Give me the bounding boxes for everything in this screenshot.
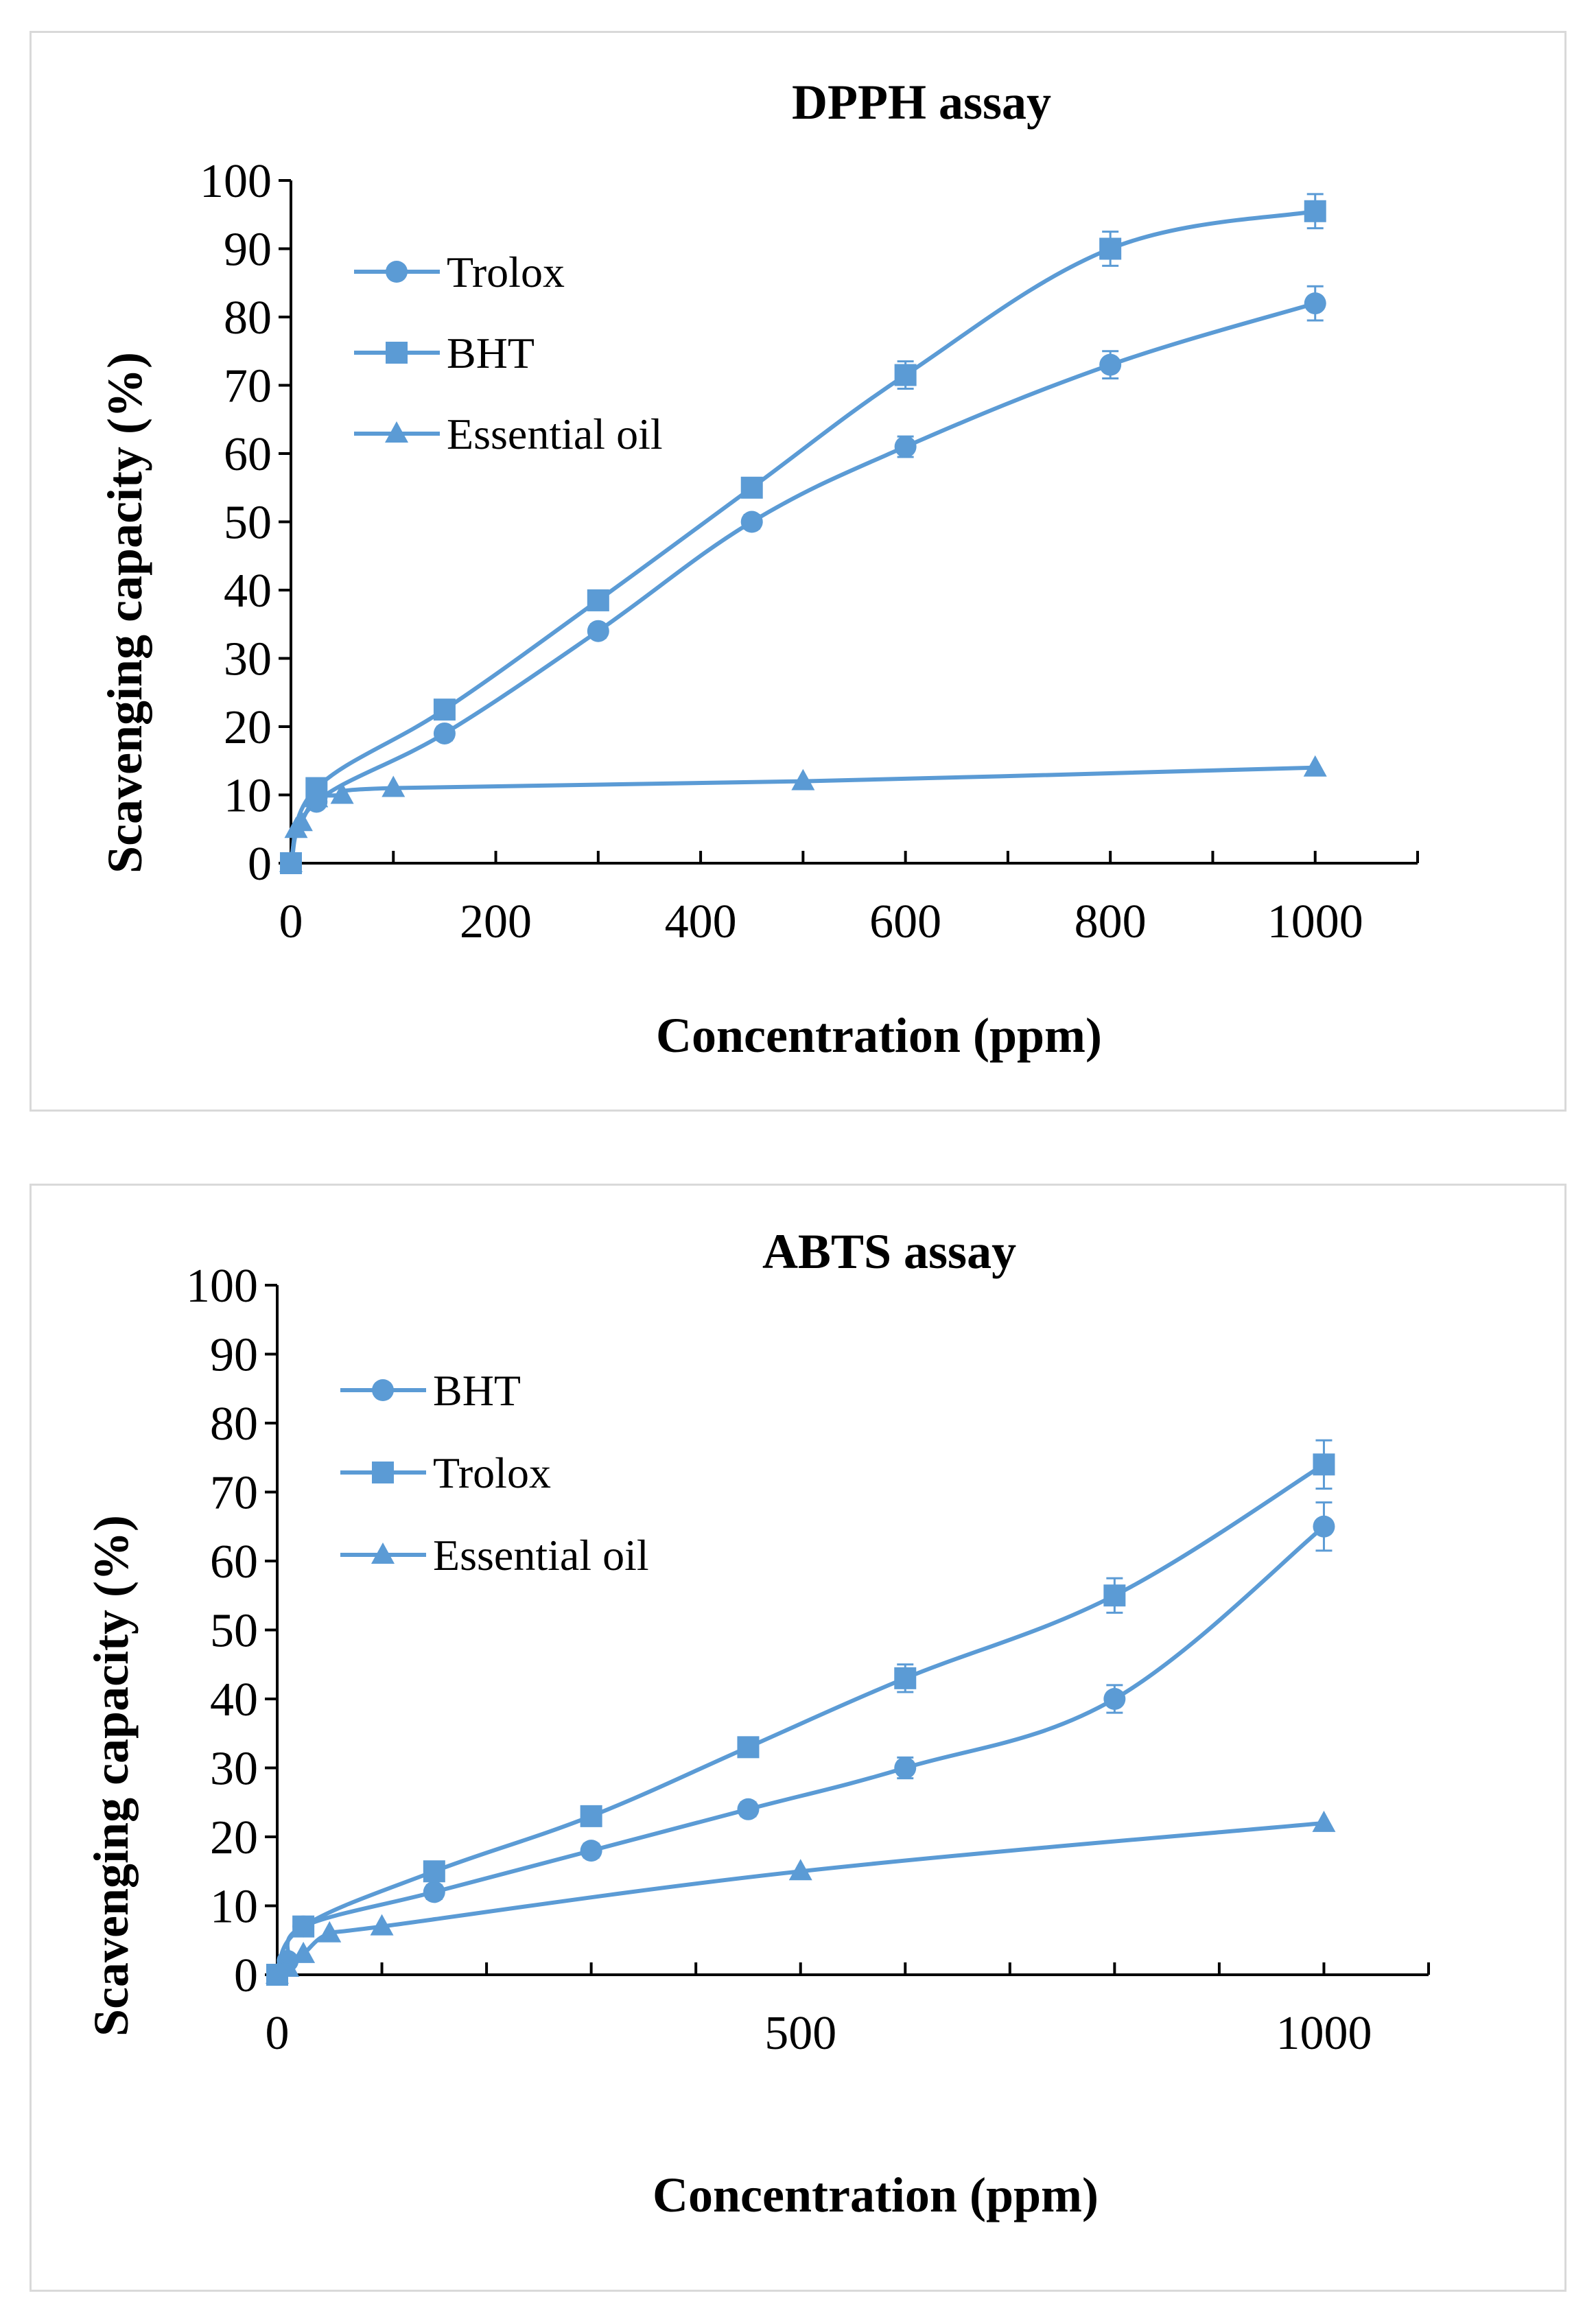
dpph-data-point [740, 476, 763, 499]
dpph-x-tick-label: 200 [460, 895, 532, 948]
abts-y-tick-label: 80 [210, 1398, 258, 1451]
abts-data-point [894, 1757, 917, 1779]
dpph-legend-label: BHT [447, 329, 535, 377]
dpph-legend-label: Essential oil [447, 410, 663, 458]
dpph-y-axis-title: Scavenging capacity (%) [97, 352, 152, 873]
abts-data-point [292, 1941, 316, 1963]
abts-legend-label: Trolox [433, 1448, 551, 1497]
dpph-data-point [433, 722, 456, 744]
abts-data-point [1103, 1688, 1126, 1710]
dpph-legend-marker [386, 342, 408, 364]
abts-data-point [1313, 1453, 1335, 1476]
abts-data-point [788, 1859, 812, 1881]
abts-y-tick-label: 30 [210, 1743, 258, 1796]
dpph-y-tick-label: 60 [224, 428, 272, 481]
abts-data-point [276, 1955, 300, 1977]
dpph-data-point [740, 511, 763, 533]
abts-y-tick-label: 20 [210, 1811, 258, 1864]
dpph-x-tick-label: 1000 [1267, 895, 1363, 948]
abts-chart: ABTS assay Scavenging capacity (%) Conce… [84, 1224, 1430, 2222]
dpph-series-line-1 [289, 209, 1316, 864]
dpph-y-tick-label: 50 [224, 497, 272, 550]
abts-x-axis-title: Concentration (ppm) [653, 2168, 1099, 2222]
dpph-data-point [1303, 755, 1327, 777]
abts-data-point [292, 1915, 315, 1938]
dpph-x-tick-label: 0 [279, 895, 303, 948]
dpph-data-point [382, 775, 406, 797]
abts-data-point [1312, 1810, 1336, 1832]
abts-x-tick-label: 500 [764, 2007, 836, 2060]
dpph-legend-marker [385, 421, 408, 443]
abts-data-point [580, 1840, 602, 1862]
dpph-data-point [587, 589, 609, 611]
abts-data-point [370, 1914, 394, 1936]
abts-legend-label: Essential oil [433, 1531, 649, 1580]
abts-data-point [737, 1798, 760, 1820]
dpph-data-point [330, 782, 354, 804]
abts-data-point [318, 1921, 342, 1943]
dpph-data-point [791, 768, 815, 790]
dpph-data-point [894, 364, 917, 386]
dpph-x-tick-label: 400 [665, 895, 737, 948]
abts-y-tick-label: 40 [210, 1674, 258, 1726]
abts-chart-panel: ABTS assay Scavenging capacity (%) Conce… [30, 1184, 1566, 2292]
abts-data-point [1313, 1515, 1335, 1538]
abts-data-point [423, 1860, 445, 1883]
dpph-data-point [289, 810, 313, 832]
abts-legend-marker [372, 1379, 394, 1401]
dpph-x-axis-title: Concentration (ppm) [656, 1008, 1102, 1063]
abts-legend-marker [371, 1542, 395, 1564]
abts-series-line-0 [275, 1525, 1326, 1976]
abts-data-point [580, 1805, 602, 1827]
abts-y-tick-label: 60 [210, 1536, 258, 1588]
dpph-y-tick-label: 30 [224, 633, 272, 686]
dpph-y-tick-label: 20 [224, 701, 272, 754]
abts-x-tick-label: 1000 [1276, 2007, 1372, 2060]
abts-legend-label: BHT [433, 1366, 521, 1415]
abts-y-tick-label: 100 [186, 1260, 258, 1313]
abts-legend-marker [372, 1462, 394, 1483]
dpph-data-point [1304, 292, 1326, 315]
dpph-legend-label: Trolox [447, 248, 565, 296]
abts-data-point [1103, 1584, 1126, 1607]
dpph-x-tick-label: 600 [869, 895, 941, 948]
dpph-data-point [279, 851, 303, 872]
dpph-data-point [1099, 237, 1122, 260]
dpph-data-point [305, 786, 329, 808]
abts-chart-title: ABTS assay [762, 1224, 1016, 1279]
dpph-data-point [433, 699, 456, 721]
abts-data-point [894, 1667, 917, 1689]
abts-data-point [423, 1881, 445, 1903]
abts-data-point [266, 1962, 289, 1984]
dpph-y-tick-label: 90 [224, 224, 272, 277]
dpph-chart-panel: DPPH assay Scavenging capacity (%) Conce… [30, 31, 1566, 1112]
dpph-y-tick-label: 40 [224, 565, 272, 618]
dpph-data-point [587, 620, 609, 642]
dpph-legend-marker [386, 261, 408, 283]
dpph-data-point [894, 436, 917, 458]
abts-x-tick-label: 0 [266, 2007, 290, 2060]
dpph-chart-title: DPPH assay [792, 75, 1051, 130]
dpph-data-point [1099, 353, 1122, 376]
dpph-data-point [1304, 200, 1326, 222]
abts-y-tick-label: 0 [234, 1949, 258, 2002]
abts-data-point [737, 1736, 760, 1759]
dpph-x-tick-label: 800 [1075, 895, 1147, 948]
abts-y-tick-label: 70 [210, 1467, 258, 1520]
abts-y-axis-title: Scavenging capacity (%) [84, 1515, 139, 2037]
dpph-y-tick-label: 0 [248, 838, 272, 891]
dpph-y-tick-label: 70 [224, 360, 272, 413]
dpph-y-tick-label: 80 [224, 292, 272, 344]
abts-y-tick-label: 50 [210, 1605, 258, 1658]
dpph-y-tick-label: 10 [224, 770, 272, 823]
abts-y-tick-label: 10 [210, 1881, 258, 1934]
dpph-chart: DPPH assay Scavenging capacity (%) Conce… [97, 75, 1419, 1063]
dpph-y-tick-label: 100 [200, 155, 272, 208]
abts-y-tick-label: 90 [210, 1329, 258, 1382]
